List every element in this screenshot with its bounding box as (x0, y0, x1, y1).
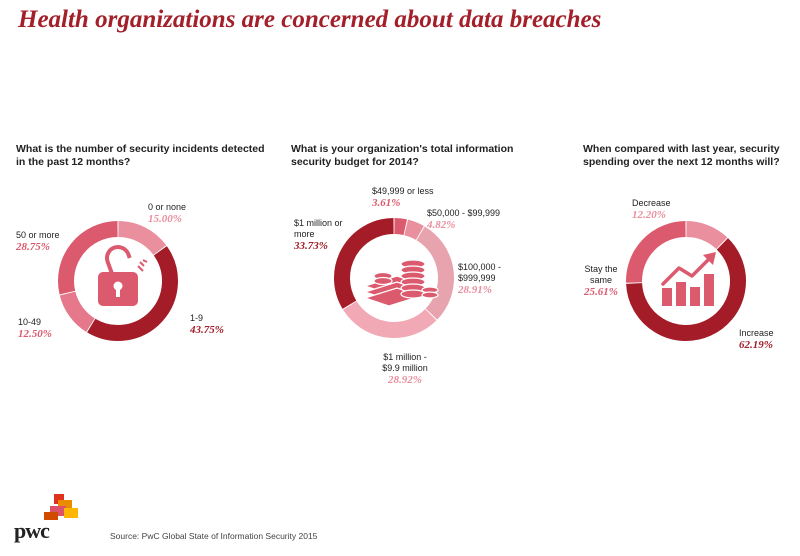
chart1-label-1-9: 1-9 43.75% (190, 313, 224, 336)
pwc-logo (44, 494, 78, 520)
chart1-question: What is the number of security incidents… (16, 143, 265, 168)
donut1-slice-1 (118, 221, 167, 256)
chart2-question: What is your organization's total inform… (291, 143, 514, 168)
pwc-logo-text: pwc (14, 518, 50, 543)
chart2-label-49999-or-less: $49,999 or less 3.61% (372, 186, 434, 209)
chart3-label-increase: Increase 62.19% (739, 328, 774, 351)
donut2-slice-3 (416, 226, 454, 320)
padlock-icon (98, 245, 148, 306)
donut-chart-budget (334, 218, 454, 338)
chart1-label-0-or-none: 0 or none 15.00% (148, 202, 187, 225)
chart1-label-50-or-more: 50 or more 28.75% (16, 230, 60, 253)
donut-chart-incidents (58, 221, 178, 341)
chart3-label-stay-the-same: Stay the same 25.61% (584, 264, 618, 298)
chart3-label-decrease: Decrease 12.20% (632, 198, 671, 221)
donut1-slice-4 (58, 221, 118, 295)
chart1-label-10-49: 10-49 12.50% (18, 317, 52, 340)
chart2-label-1m-9-9m: $1 million - $9.9 million 28.92% (382, 352, 428, 386)
chart2-label-50000-99999: $50,000 - $99,999 4.82% (427, 208, 501, 231)
donut1-slice-2 (87, 246, 178, 341)
chart2-label-100000-999999: $100,000 - $999,999 28.91% (458, 262, 502, 296)
source-note: Source: PwC Global State of Information … (110, 531, 318, 541)
donut3-slice-3 (626, 221, 686, 283)
donut2-slice-1 (394, 218, 407, 236)
donut1-slice-3 (59, 291, 96, 332)
chart3-question: When compared with last year, security s… (583, 143, 780, 168)
coins-icon (363, 259, 439, 307)
chart2-label-1m-or-more: $1 million or more 33.73% (294, 218, 343, 252)
page-title: Health organizations are concerned about… (18, 6, 602, 33)
donut2-slice-5 (334, 218, 394, 309)
donut2-slice-2 (404, 219, 424, 240)
bar-chart-trend-icon (661, 252, 716, 306)
donut-chart-spending (626, 221, 746, 341)
donut2-slice-4 (343, 300, 437, 338)
donut3-slice-2 (626, 238, 746, 341)
donut3-slice-1 (685, 221, 728, 250)
